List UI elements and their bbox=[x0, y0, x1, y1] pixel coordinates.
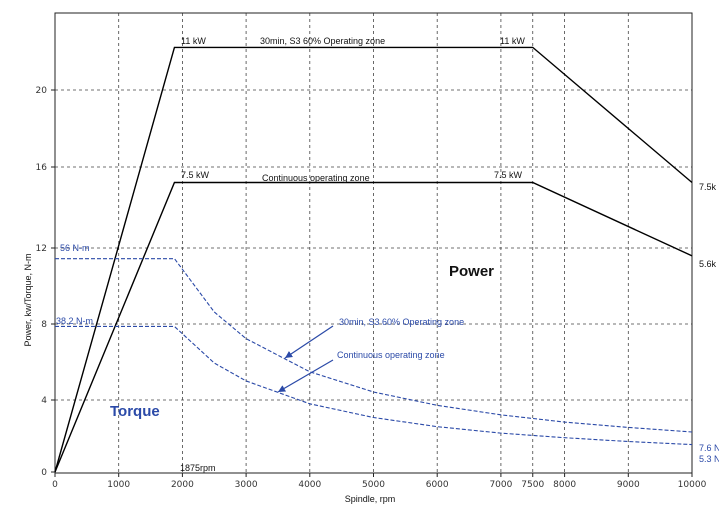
label-p-cont-left: 7.5 kW bbox=[181, 170, 210, 180]
x-tick-label: 3000 bbox=[235, 480, 258, 490]
series-line-p-cont bbox=[54, 181, 693, 473]
x-tick-label: 1000 bbox=[107, 480, 130, 490]
series-line-t-cont bbox=[55, 325, 693, 446]
axes: 0 1000 2000 3000 4000 5000 6000 7000 7500 8000 900… bbox=[36, 12, 707, 490]
x-tick-label: 6000 bbox=[426, 480, 449, 490]
series-line-t-s3 bbox=[55, 258, 693, 433]
series-line-p-s3 bbox=[54, 46, 693, 473]
label-p-s3-end: 7.5k bbox=[699, 182, 717, 192]
label-t-cont-left: 38.2 N-m bbox=[56, 316, 93, 326]
x-tick-label: 0 bbox=[52, 480, 58, 490]
x-tick-label: 8000 bbox=[553, 480, 576, 490]
x-tick-label: 7500 bbox=[521, 480, 544, 490]
label-p-s3-mid: 30min, S3 60% Operating zone bbox=[260, 36, 385, 46]
label-t-cont-end: 5.3 N bbox=[699, 454, 719, 464]
annotation-arrows bbox=[277, 325, 334, 393]
x-tick-label: 5000 bbox=[362, 480, 385, 490]
labels-layer: 11 kW 30min, S3 60% Operating zone 11 kW… bbox=[23, 36, 719, 504]
x-tick-label: 9000 bbox=[617, 480, 640, 490]
label-p-cont-mid: Continuous operating zone bbox=[262, 173, 370, 183]
y-axis-label: Power, kw/Torque, N-m bbox=[23, 253, 33, 346]
label-p-cont-right: 7.5 kW bbox=[494, 170, 523, 180]
arrow-s3-torque bbox=[284, 325, 334, 359]
label-t-cont-note: Continuous operating zone bbox=[337, 350, 445, 360]
x-axis-label: Spindle, rpm bbox=[345, 494, 396, 504]
label-t-s3-end: 7.6 N bbox=[699, 443, 719, 453]
y-tick-label: 4 bbox=[41, 396, 47, 406]
grid bbox=[55, 13, 693, 473]
y-tick-label: 20 bbox=[36, 86, 48, 96]
x-tick-label: 2000 bbox=[171, 480, 194, 490]
label-t-s3-note: 30min, S3 60% Operating zone bbox=[339, 317, 464, 327]
x-tick-label: 7000 bbox=[489, 480, 512, 490]
label-p-s3-left: 11 kW bbox=[181, 36, 206, 46]
x-tick-label: 10000 bbox=[678, 480, 707, 490]
label-p-s3-right: 11 kW bbox=[500, 36, 525, 46]
y-tick-label: 0 bbox=[41, 468, 47, 478]
y-tick-label: 8 bbox=[41, 320, 47, 330]
arrow-cont-torque bbox=[277, 359, 334, 393]
y-tick-label: 12 bbox=[36, 244, 47, 254]
title-torque: Torque bbox=[110, 403, 160, 420]
x-tick-label: 4000 bbox=[298, 480, 321, 490]
label-t-s3-left: 56 N-m bbox=[60, 243, 90, 253]
title-power: Power bbox=[449, 263, 494, 280]
y-tick-label: 16 bbox=[36, 163, 48, 173]
label-base-speed: 1875rpm bbox=[180, 463, 216, 473]
label-p-cont-end: 5.6k bbox=[699, 259, 717, 269]
series-layer bbox=[54, 46, 693, 473]
